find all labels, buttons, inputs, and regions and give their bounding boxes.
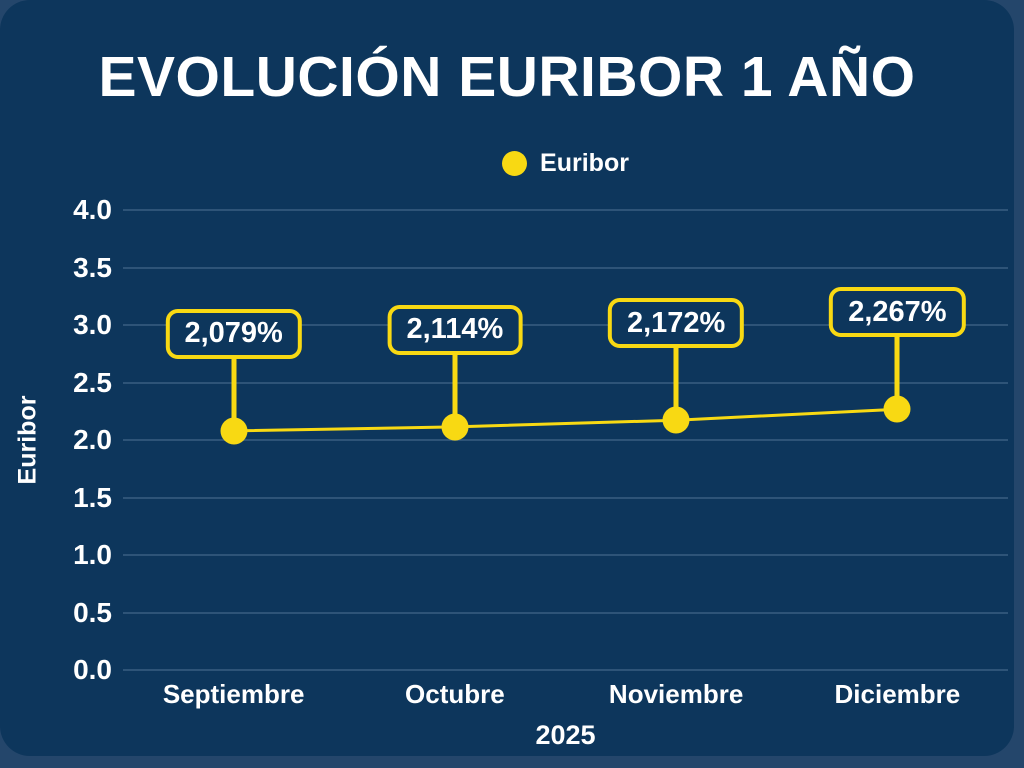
data-point-marker [441, 413, 469, 441]
gridline [123, 496, 1008, 499]
y-tick-label: 2.0 [73, 424, 112, 455]
data-point-marker [662, 406, 690, 434]
data-label-value: 2,079% [184, 317, 283, 350]
x-tick-label: Octubre [405, 679, 505, 709]
chart-title: EVOLUCIÓN EURIBOR 1 AÑO [98, 45, 916, 109]
legend: Euribor [123, 148, 1008, 178]
y-tick-label: 0.5 [73, 596, 112, 628]
data-label-connector [452, 354, 458, 427]
gridline [123, 381, 1008, 384]
data-label-value: 2,267% [848, 295, 947, 328]
data-label-connector [673, 348, 679, 421]
gridline [123, 266, 1008, 269]
gridline [123, 324, 1008, 326]
y-tick-label: 3.0 [73, 309, 112, 340]
y-tick-label: 4.0 [73, 194, 112, 225]
y-tick-label: 2.5 [73, 366, 112, 398]
data-label-box: 2,079% [165, 308, 302, 359]
x-tick-label: Septiembre [162, 679, 305, 709]
chart-card: EVOLUCIÓN EURIBOR 1 AÑO Euribor Euribor … [0, 0, 1014, 756]
data-label-connector [894, 337, 900, 410]
gridline [123, 611, 1008, 614]
gridline [123, 209, 1008, 211]
data-label-box: 2,172% [607, 298, 745, 349]
data-label-value: 2,114% [406, 313, 504, 346]
gridline [123, 669, 1008, 671]
legend-marker-icon [502, 150, 528, 176]
data-label-box: 2,267% [829, 287, 966, 338]
legend-label: Euribor [540, 148, 629, 177]
data-label-connector [231, 358, 237, 431]
data-point-marker [220, 417, 248, 445]
gridline [123, 439, 1008, 441]
gridline [123, 554, 1008, 556]
x-tick-label: Noviembre [608, 679, 744, 709]
data-point-marker [883, 395, 911, 423]
y-tick-label: 1.0 [73, 539, 112, 570]
euribor-line [233, 407, 898, 433]
x-axis-title: 2025 [535, 720, 596, 750]
y-tick-label: 3.5 [73, 251, 112, 283]
data-label-box: 2,114% [387, 304, 523, 355]
y-tick-label: 0.0 [73, 654, 112, 685]
data-label-value: 2,172% [626, 306, 726, 339]
x-tick-label: Diciembre [834, 679, 961, 709]
y-tick-label: 1.5 [73, 481, 112, 513]
